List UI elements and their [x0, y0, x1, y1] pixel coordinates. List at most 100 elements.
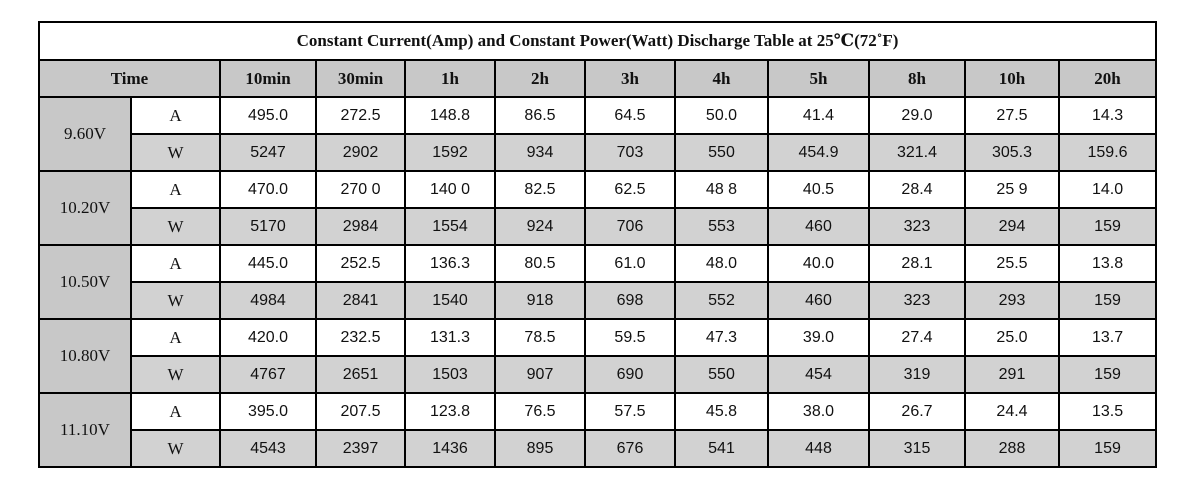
value-cell: 550: [674, 355, 769, 394]
value-cell: 5247: [219, 133, 317, 172]
time-header: Time: [38, 59, 221, 98]
value-cell: 136.3: [404, 244, 496, 283]
table-row: W 5247 2902 1592 934 703 550 454.9 321.4 305.3 159…: [39, 133, 1158, 172]
value-cell: 4543: [219, 429, 317, 468]
value-cell: 323: [868, 207, 966, 246]
table-row: 10.80V A 420.0 232.5 131.3 78.5 59.5 47.3 39.0 27…: [38, 318, 1158, 394]
value-cell: 706: [584, 207, 676, 246]
value-cell: 454.9: [767, 133, 870, 172]
table-body: 9.60V A 495.0 272.5 148.8 86.5 64.5 50.0 41.4 29.…: [38, 96, 1158, 468]
value-cell: 50.0: [674, 96, 769, 135]
table-row: 11.10V A 395.0 207.5 123.8 76.5 57.5 45.8 38.0 26…: [38, 392, 1158, 468]
value-cell: 159: [1057, 207, 1158, 246]
value-cell: 82.5: [494, 170, 586, 209]
duration-header: 2h: [494, 59, 586, 98]
value-cell: 1436: [404, 429, 496, 468]
unit-cell: A: [130, 96, 221, 135]
duration-header: 4h: [674, 59, 769, 98]
value-cell: 291: [964, 355, 1060, 394]
value-cell: 25.5: [964, 244, 1060, 283]
value-cell: 553: [674, 207, 769, 246]
voltage-cell: 10.80V: [38, 318, 132, 394]
value-cell: 40.0: [767, 244, 870, 283]
value-cell: 159: [1057, 355, 1158, 394]
table-row: W 4543 2397 1436 895 676 541 448 315 288 159: [39, 429, 1158, 468]
table-row: 10.20V A 470.0 270 0 140 0 82.5 62.5 48 8 40.5 28…: [38, 170, 1158, 246]
value-cell: 541: [674, 429, 769, 468]
value-cell: 321.4: [868, 133, 966, 172]
voltage-cell: 10.20V: [38, 170, 132, 246]
value-cell: 470.0: [219, 170, 317, 209]
table-row: W 5170 2984 1554 924 706 553 460 323 294 159: [39, 207, 1158, 246]
value-cell: 80.5: [494, 244, 586, 283]
value-cell: 47.3: [674, 318, 769, 357]
unit-cell: W: [130, 429, 221, 468]
value-cell: 61.0: [584, 244, 676, 283]
value-cell: 454: [767, 355, 870, 394]
table-title: Constant Current(Amp) and Constant Power…: [37, 21, 1158, 61]
unit-cell: W: [130, 281, 221, 320]
value-cell: 2841: [315, 281, 406, 320]
value-cell: 86.5: [494, 96, 586, 135]
duration-header: 10h: [964, 59, 1060, 98]
value-cell: 148.8: [404, 96, 496, 135]
value-cell: 495.0: [219, 96, 317, 135]
value-cell: 4984: [219, 281, 317, 320]
value-cell: 123.8: [404, 392, 496, 431]
value-cell: 39.0: [767, 318, 870, 357]
value-cell: 28.1: [868, 244, 966, 283]
value-cell: 29.0: [868, 96, 966, 135]
voltage-cell: 11.10V: [38, 392, 132, 468]
value-cell: 1592: [404, 133, 496, 172]
value-cell: 14.3: [1057, 96, 1158, 135]
discharge-table: Constant Current(Amp) and Constant Power…: [37, 21, 1158, 468]
value-cell: 25.0: [964, 318, 1060, 357]
value-cell: 59.5: [584, 318, 676, 357]
value-cell: 48.0: [674, 244, 769, 283]
header-row: Time 10min 30min 1h 2h 3h 4h 5h 8h 10h 20h: [38, 59, 1158, 98]
value-cell: 5170: [219, 207, 317, 246]
value-cell: 552: [674, 281, 769, 320]
duration-header: 8h: [868, 59, 966, 98]
value-cell: 1503: [404, 355, 496, 394]
value-cell: 2651: [315, 355, 406, 394]
value-cell: 690: [584, 355, 676, 394]
value-cell: 26.7: [868, 392, 966, 431]
value-cell: 315: [868, 429, 966, 468]
value-cell: 294: [964, 207, 1060, 246]
value-cell: 4767: [219, 355, 317, 394]
value-cell: 448: [767, 429, 870, 468]
unit-cell: A: [130, 318, 221, 357]
value-cell: 48 8: [674, 170, 769, 209]
value-cell: 27.4: [868, 318, 966, 357]
value-cell: 159.6: [1057, 133, 1158, 172]
value-cell: 28.4: [868, 170, 966, 209]
value-cell: 395.0: [219, 392, 317, 431]
value-cell: 305.3: [964, 133, 1060, 172]
value-cell: 45.8: [674, 392, 769, 431]
voltage-cell: 10.50V: [38, 244, 132, 320]
value-cell: 460: [767, 207, 870, 246]
value-cell: 24.4: [964, 392, 1060, 431]
duration-header: 3h: [584, 59, 676, 98]
value-cell: 293: [964, 281, 1060, 320]
value-cell: 703: [584, 133, 676, 172]
unit-cell: W: [130, 207, 221, 246]
unit-cell: W: [130, 355, 221, 394]
value-cell: 2902: [315, 133, 406, 172]
value-cell: 319: [868, 355, 966, 394]
value-cell: 64.5: [584, 96, 676, 135]
value-cell: 2397: [315, 429, 406, 468]
value-cell: 924: [494, 207, 586, 246]
value-cell: 13.8: [1057, 244, 1158, 283]
value-cell: 907: [494, 355, 586, 394]
value-cell: 288: [964, 429, 1060, 468]
value-cell: 323: [868, 281, 966, 320]
value-cell: 445.0: [219, 244, 317, 283]
value-cell: 232.5: [315, 318, 406, 357]
value-cell: 270 0: [315, 170, 406, 209]
value-cell: 57.5: [584, 392, 676, 431]
value-cell: 140 0: [404, 170, 496, 209]
voltage-cell: 9.60V: [38, 96, 132, 172]
value-cell: 934: [494, 133, 586, 172]
